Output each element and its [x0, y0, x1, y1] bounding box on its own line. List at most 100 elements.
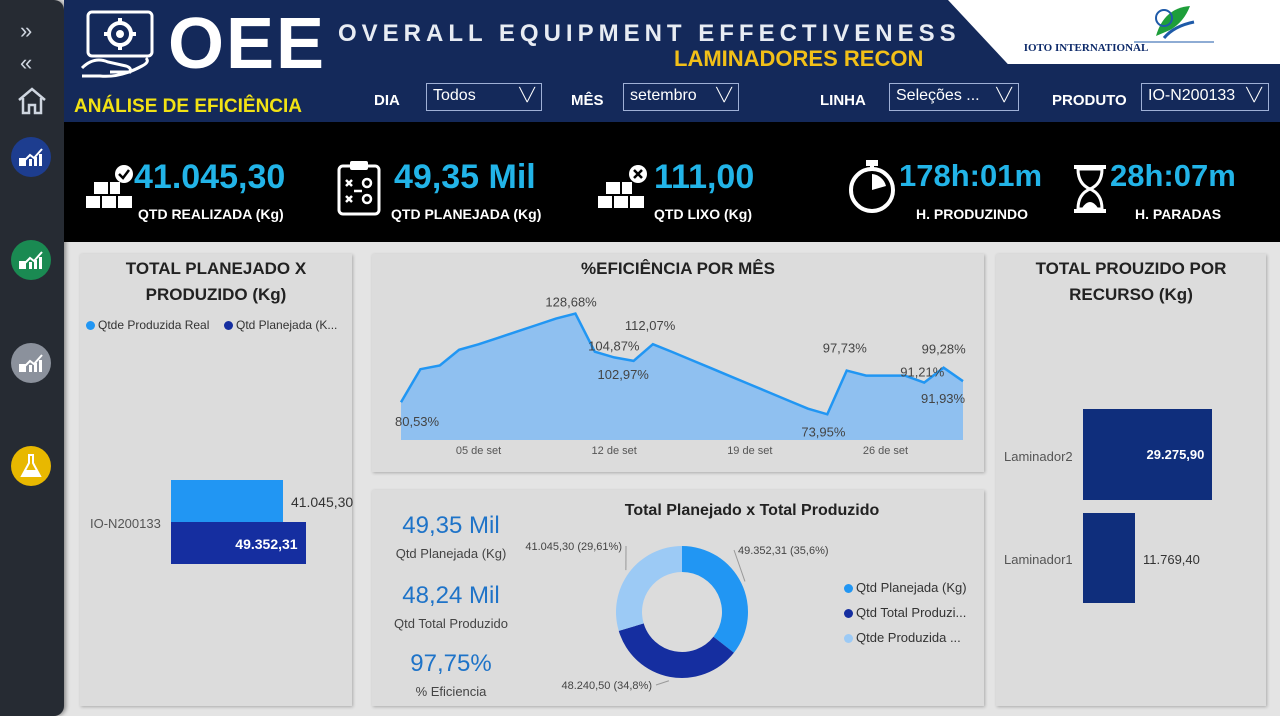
x-tick-label: 12 de set	[592, 445, 637, 457]
bar-laminador2[interactable]: 29.275,90	[1083, 409, 1213, 500]
money-chart-icon	[19, 148, 43, 166]
brand-name: IOTO INTERNATIONAL	[1023, 42, 1149, 54]
stopwatch-icon	[849, 160, 895, 213]
data-label: 99,28%	[922, 342, 967, 357]
clipboard-icon	[337, 161, 381, 216]
kpi-produzindo-label: H. PRODUZINDO	[916, 206, 1028, 222]
summary-produzido-value: 48,24 Mil	[402, 582, 500, 609]
nav-lab-button[interactable]	[11, 446, 51, 486]
legend-dot	[844, 634, 853, 644]
money-chart-icon	[19, 251, 43, 269]
expand-icon[interactable]: »	[20, 18, 33, 43]
legend-label: Qtd Total Produzi...	[856, 605, 967, 620]
chevron-down-icon: ╲╱	[519, 87, 535, 102]
panel-title: %EFICIÊNCIA POR MÊS	[581, 259, 775, 278]
kpi-planejada-value: 49,35 Mil	[394, 158, 536, 196]
legend-item[interactable]: Qtd Planejada (K...	[224, 318, 337, 332]
header: OEE OVERALL EQUIPMENT EFFECTIVENESS LAMI…	[64, 0, 1280, 122]
efficiency-area-chart[interactable]: 80,53% 128,68% 104,87% 102,97% 112,07% 73,95%…	[372, 254, 984, 472]
nav-report-1-button[interactable]	[11, 137, 51, 177]
bar-planejada[interactable]: 49.352,31	[171, 522, 306, 564]
flask-icon	[20, 454, 42, 477]
bar-planejada-label: 49.352,31	[235, 536, 298, 552]
bar-laminador1[interactable]	[1083, 513, 1135, 603]
filter-mes-select[interactable]: setembro ╲╱	[623, 83, 739, 111]
data-label: 102,97%	[598, 367, 650, 382]
data-label: 97,73%	[823, 341, 868, 356]
dashboard-title: OVERALL EQUIPMENT EFFECTIVENESS	[338, 20, 961, 47]
slice-label: 49.352,31 (35,6%)	[738, 545, 829, 557]
nav-report-2-button[interactable]	[11, 240, 51, 280]
panel-title: TOTAL PLANEJADO X PRODUZIDO (Kg)	[125, 259, 307, 304]
kpi-lixo-label: QTD LIXO (Kg)	[654, 206, 752, 222]
kpi-produzindo-value: 178h:01m	[899, 158, 1043, 193]
filter-produto-label: PRODUTO	[1052, 92, 1127, 109]
x-tick-label: 05 de set	[456, 445, 501, 457]
filter-dia-select[interactable]: Todos ╲╱	[426, 83, 542, 111]
leader-line	[655, 680, 670, 686]
data-label: 104,87%	[588, 338, 640, 353]
panel-title: TOTAL PROUZIDO POR RECURSO (Kg)	[1035, 259, 1227, 304]
filter-mes-label: MÊS	[571, 92, 604, 109]
leader-line	[733, 549, 746, 582]
panel-planejado-produzido: TOTAL PLANEJADO X PRODUZIDO (Kg) Qtde Pr…	[80, 254, 353, 706]
legend-label: Qtd Planejada (Kg)	[856, 580, 967, 595]
data-label: 128,68%	[545, 295, 597, 310]
home-icon[interactable]	[16, 86, 48, 116]
kpi-lixo-value: 111,00	[654, 158, 755, 196]
filter-produto-select[interactable]: IO-N200133 ╲╱	[1141, 83, 1269, 111]
side-nav: » «	[0, 0, 64, 716]
donut-chart[interactable]: 49.352,31 (35,6%) 48.240,50 (34,8%) 41.045…	[372, 490, 984, 706]
panel-title: Total Planejado x Total Produzido	[624, 502, 880, 519]
donut-slice[interactable]	[682, 546, 748, 653]
data-label: 112,07%	[625, 318, 676, 333]
x-tick-label: 26 de set	[863, 445, 908, 457]
legend-item[interactable]: Qtde Produzida ...	[844, 630, 961, 645]
nav-report-3-button[interactable]	[11, 343, 51, 383]
data-label: 91,21%	[900, 365, 945, 380]
summary-eficiencia-value: 97,75%	[410, 650, 492, 677]
boxes-check-icon	[86, 165, 133, 208]
boxes-x-icon	[598, 165, 647, 208]
legend-item[interactable]: Qtd Total Produzi...	[844, 605, 966, 620]
money-chart-icon	[19, 354, 43, 372]
efficiency-line	[399, 312, 964, 416]
panel-produzido-recurso: TOTAL PROUZIDO POR RECURSO (Kg) Laminado…	[996, 254, 1266, 706]
filter-linha-select[interactable]: Seleções ... ╲╱	[889, 83, 1019, 111]
kpi-band: 41.045,30 QTD REALIZADA (Kg) 49,35 Mil Q…	[64, 122, 1280, 242]
data-label: 91,93%	[921, 391, 966, 406]
legend-dot	[86, 321, 95, 331]
section-title: ANÁLISE DE EFICIÊNCIA	[74, 96, 303, 117]
filter-dia-label: DIA	[374, 92, 400, 109]
legend-label: Qtde Produzida Real	[98, 318, 210, 332]
legend-item[interactable]: Qtd Planejada (Kg)	[844, 580, 967, 595]
category-label: IO-N200133	[90, 516, 161, 531]
kpi-paradas-value: 28h:07m	[1110, 158, 1236, 193]
filter-mes-value: setembro	[630, 87, 697, 104]
donut-slice[interactable]	[618, 623, 734, 678]
bar-produzida-real[interactable]	[171, 480, 283, 522]
slice-label: 41.045,30 (29,61%)	[525, 541, 622, 553]
summary-eficiencia-label: % Eficiencia	[415, 684, 487, 699]
efficiency-area	[401, 313, 963, 440]
panel-total-planejado-produzido: Total Planejado x Total Produzido 49,35 …	[372, 490, 984, 706]
kpi-planejada-label: QTD PLANEJADA (Kg)	[391, 206, 542, 222]
chevron-down-icon: ╲╱	[716, 87, 732, 102]
legend-item[interactable]: Qtde Produzida Real	[86, 318, 209, 332]
category-label: Laminador1	[1004, 552, 1073, 567]
collapse-icon[interactable]: «	[20, 50, 33, 75]
donut-slice[interactable]	[616, 546, 682, 631]
category-label: Laminador2	[1004, 449, 1073, 464]
chevron-down-icon: ╲╱	[996, 87, 1012, 102]
legend-dot	[224, 321, 233, 331]
legend-dot	[844, 609, 853, 619]
summary-produzido-label: Qtd Total Produzido	[394, 616, 508, 631]
legend-label: Qtd Planejada (K...	[236, 318, 338, 332]
slice-label: 48.240,50 (34,8%)	[561, 680, 652, 692]
brand-logo	[1068, 0, 1280, 64]
hourglass-icon	[1074, 165, 1106, 213]
summary-planejada-value: 49,35 Mil	[402, 512, 500, 539]
bar-laminador2-label: 29.275,90	[1146, 447, 1205, 462]
kpi-paradas-label: H. PARADAS	[1135, 206, 1222, 222]
